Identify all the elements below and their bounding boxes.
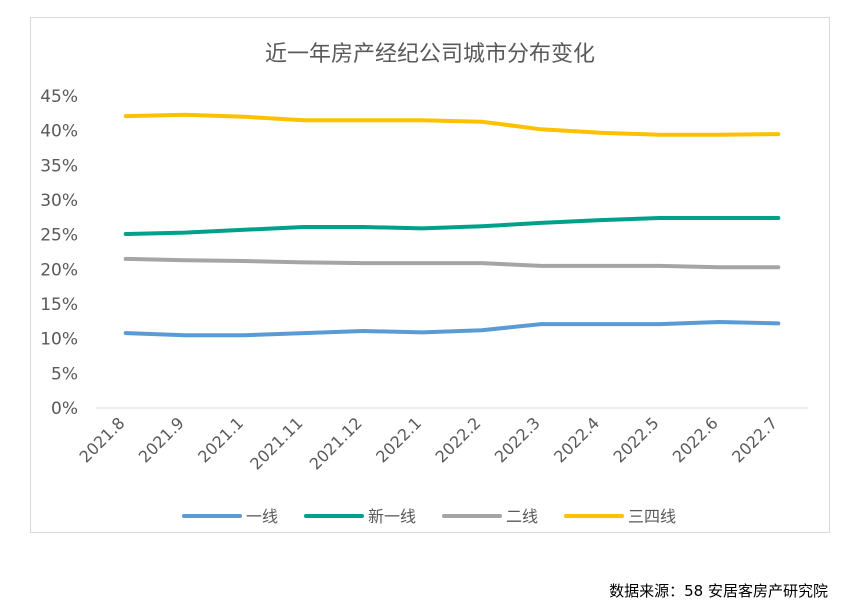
y-tick-label: 25% — [40, 226, 78, 246]
y-tick-label: 20% — [40, 260, 78, 280]
y-tick-label: 35% — [40, 156, 78, 176]
legend-label: 新一线 — [368, 507, 416, 526]
y-tick-label: 40% — [40, 122, 78, 142]
x-axis-ticks: 2021.8 2021.9 2021.1 2021.11 2021.12 2022.1 20… — [75, 413, 781, 473]
y-axis-ticks: 0% 5% 10% 15% 20% 25% 30% 35% 40% 45% — [40, 87, 78, 419]
x-tick-label: 2022.1 — [372, 413, 425, 466]
x-tick-label: 2021.1 — [194, 413, 247, 466]
y-tick-label: 5% — [51, 364, 78, 384]
series-line — [123, 112, 781, 137]
x-tick-label: 2021.9 — [135, 413, 188, 466]
x-tick-label: 2022.4 — [550, 413, 603, 466]
x-tick-label: 2022.6 — [669, 413, 722, 466]
source-note: 数据来源：58 安居客房产研究院 — [609, 582, 828, 600]
y-tick-label: 15% — [40, 295, 78, 315]
y-tick-label: 10% — [40, 330, 78, 350]
x-tick-label: 2022.5 — [609, 413, 662, 466]
legend-label: 三四线 — [628, 507, 676, 526]
y-tick-label: 45% — [40, 87, 78, 107]
series-line — [123, 320, 781, 338]
x-tick-label: 2022.7 — [728, 413, 781, 466]
x-tick-label: 2021.11 — [246, 413, 306, 473]
series-line — [123, 216, 781, 236]
series-line — [123, 256, 781, 270]
x-tick-label: 2021.8 — [75, 413, 128, 466]
x-tick-label: 2021.12 — [306, 413, 366, 473]
x-tick-label: 2022.2 — [431, 413, 484, 466]
legend-label: 一线 — [246, 507, 278, 526]
legend: 一线 新一线 二线 三四线 — [182, 507, 676, 526]
chart-title: 近一年房产经纪公司城市分布变化 — [265, 42, 595, 67]
x-tick-label: 2022.3 — [491, 413, 544, 466]
series-lines — [123, 112, 781, 338]
y-tick-label: 0% — [51, 399, 78, 419]
chart-frame — [30, 17, 830, 533]
legend-label: 二线 — [506, 507, 538, 526]
y-tick-label: 30% — [40, 191, 78, 211]
